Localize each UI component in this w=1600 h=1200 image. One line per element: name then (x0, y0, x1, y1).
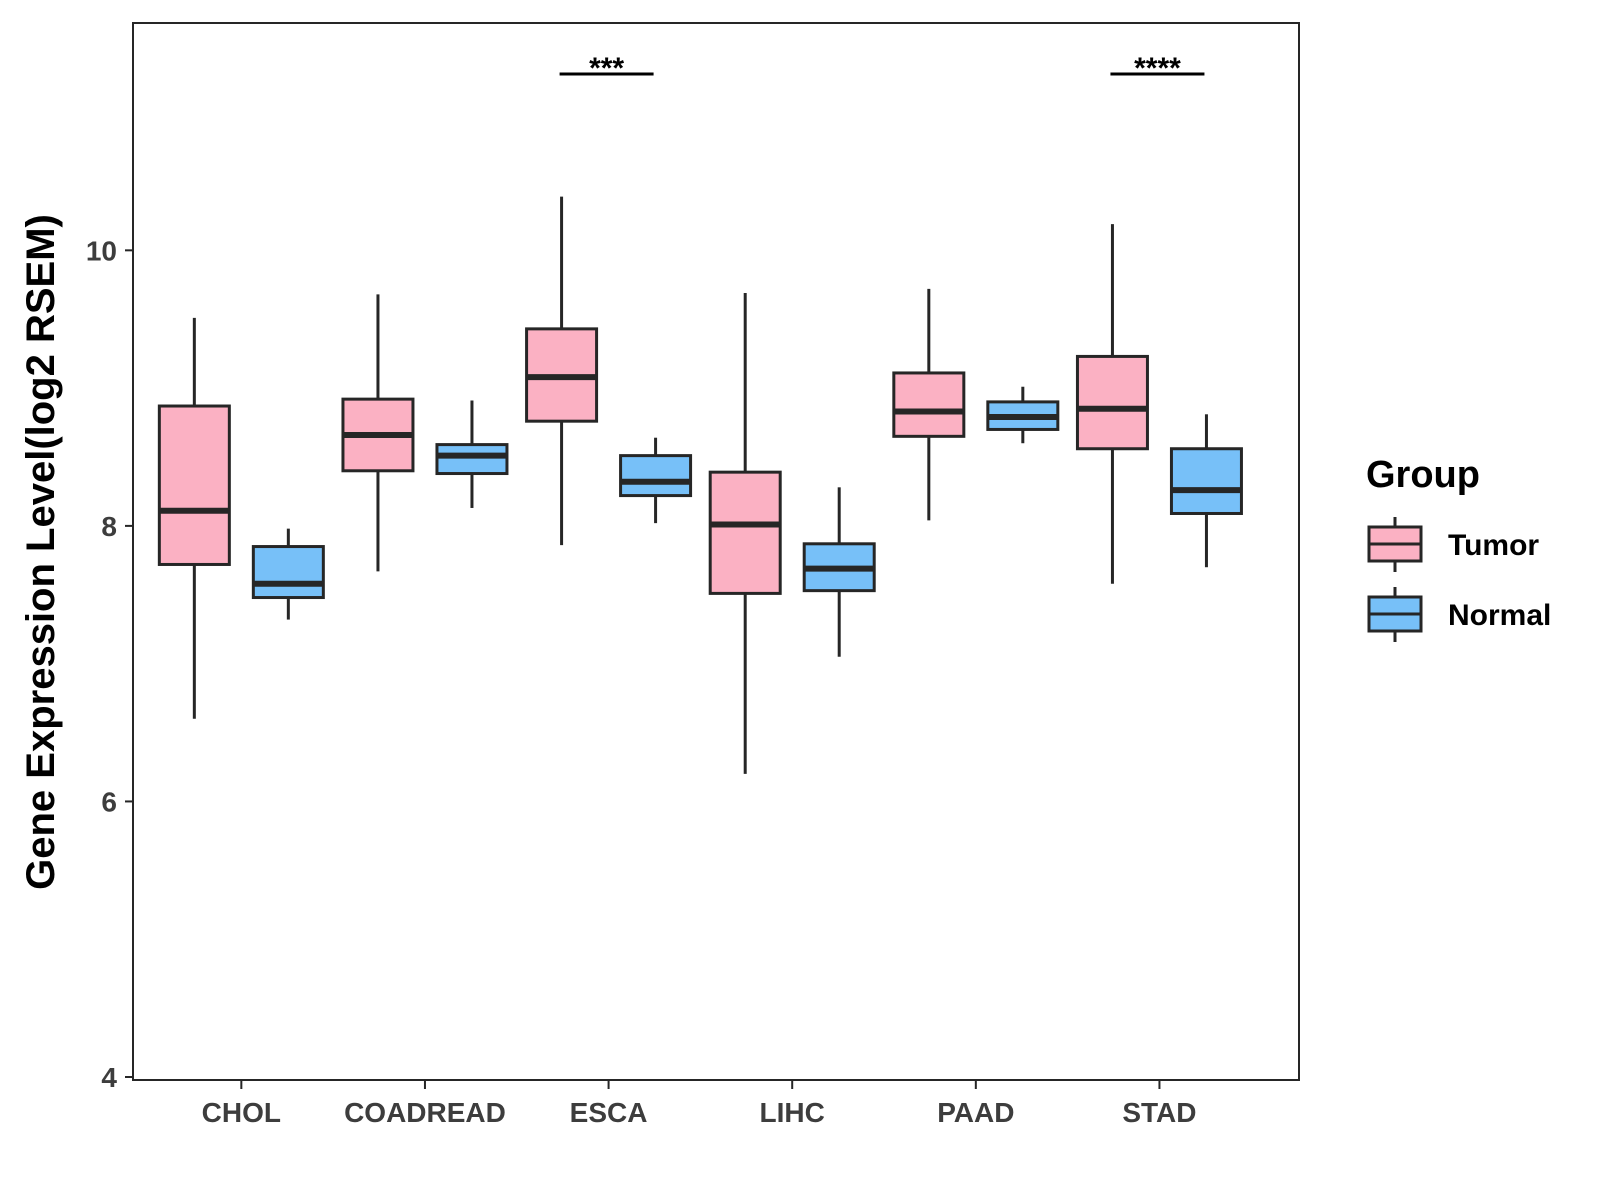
box-body (1075, 354, 1149, 451)
box-tumor-lihc (708, 293, 782, 774)
box-tumor-paad (892, 288, 966, 521)
box-normal-chol (251, 528, 325, 620)
box-tumor-stad (1075, 224, 1149, 584)
x-tick-label: STAD (1122, 1097, 1196, 1128)
y-axis-title: Gene Expression Level(log2 RSEM) (19, 214, 63, 890)
y-tick-label: 4 (101, 1062, 117, 1093)
box-body (708, 470, 782, 595)
box-body (619, 454, 693, 498)
plot-panel (132, 22, 1300, 1081)
box-body (1169, 447, 1243, 515)
y-tick-label: 10 (86, 235, 117, 266)
x-tick-label: COADREAD (344, 1097, 506, 1128)
box-series (157, 196, 1243, 774)
box-body (157, 404, 231, 566)
x-tick-label: CHOL (202, 1097, 281, 1128)
legend-item-normal: Normal (1367, 587, 1551, 642)
y-axis: 4 6 8 10 (86, 235, 133, 1093)
y-tick-label: 8 (101, 511, 117, 542)
legend: Group Tumor Normal (1366, 454, 1551, 642)
box-body (892, 371, 966, 438)
box-normal-esca (619, 437, 693, 524)
box-body (251, 545, 325, 600)
box-tumor-esca (525, 196, 599, 546)
x-tick-label: LIHC (760, 1097, 825, 1128)
box-body (435, 443, 509, 476)
box-normal-stad (1169, 414, 1243, 568)
box-normal-lihc (802, 487, 876, 657)
x-axis: CHOL COADREAD ESCA LIHC PAAD STAD (202, 1080, 1197, 1128)
box-tumor-chol (157, 317, 231, 719)
legend-label: Normal (1448, 599, 1551, 632)
legend-item-tumor: Tumor (1367, 517, 1539, 572)
x-tick-label: PAAD (937, 1097, 1014, 1128)
box-tumor-coadread (341, 294, 415, 572)
significance-annotations: *** **** (559, 52, 1205, 85)
legend-label: Tumor (1448, 529, 1539, 562)
significance-label: **** (1134, 52, 1181, 85)
box-normal-coadread (435, 400, 509, 508)
legend-title: Group (1366, 454, 1480, 496)
box-normal-paad (986, 386, 1060, 444)
significance-label: *** (589, 52, 624, 85)
y-tick-label: 6 (101, 786, 117, 817)
x-tick-label: ESCA (570, 1097, 648, 1128)
